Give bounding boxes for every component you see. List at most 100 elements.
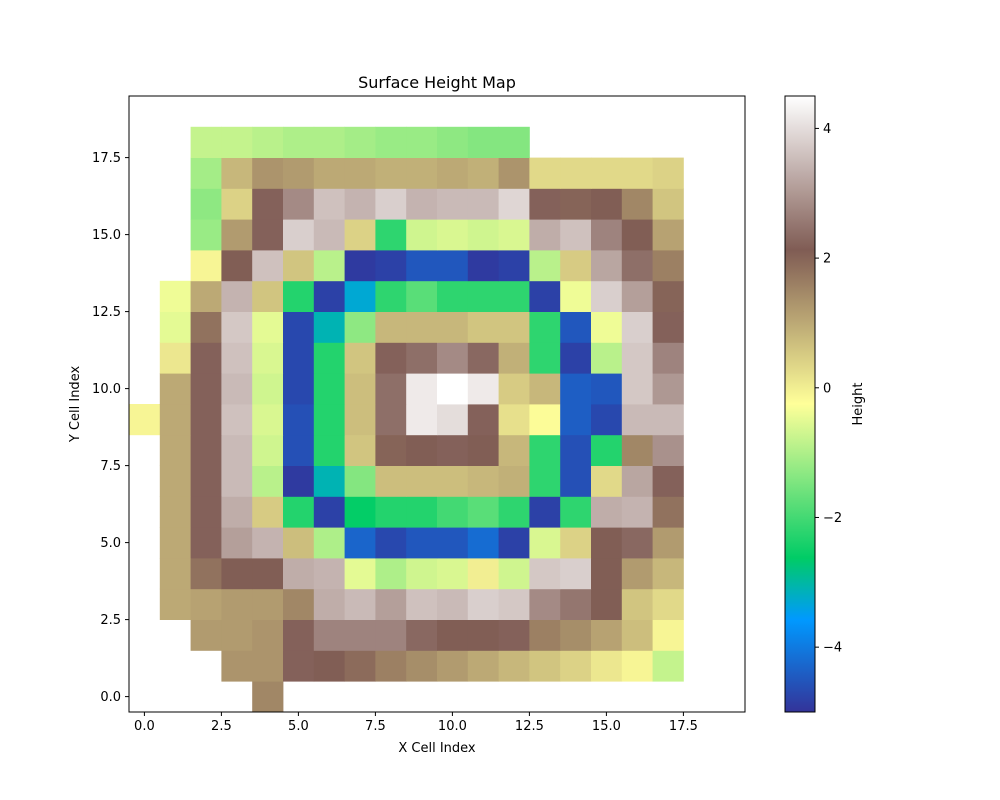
heatmap-cell	[467, 650, 499, 682]
heatmap-cell	[560, 373, 592, 405]
heatmap-cell	[252, 465, 284, 497]
heatmap-cell	[252, 250, 284, 282]
heatmap-cell	[375, 250, 407, 282]
heatmap-cell	[344, 527, 376, 559]
heatmap-cell	[498, 588, 530, 620]
heatmap-cell	[283, 219, 315, 251]
heatmap-cell	[190, 219, 222, 251]
heatmap-cell	[375, 280, 407, 312]
heatmap-cell	[621, 588, 653, 620]
heatmap-cell	[621, 496, 653, 528]
y-tick-label: 12.5	[92, 305, 121, 320]
colorbar-tick-label: 4	[823, 122, 831, 137]
x-tick-label: 10.0	[438, 719, 467, 734]
heatmap-cell	[467, 342, 499, 374]
heatmap-cell	[221, 650, 253, 682]
heatmap-cell	[406, 619, 438, 651]
heatmap-cell	[375, 465, 407, 497]
heatmap-cell	[652, 404, 684, 436]
heatmap-cell	[560, 311, 592, 343]
heatmap-cell	[560, 434, 592, 466]
heatmap-cell	[560, 250, 592, 282]
heatmap-cell	[437, 558, 469, 590]
x-tick-label: 7.5	[365, 719, 386, 734]
heatmap-cell	[621, 373, 653, 405]
colorbar-label: Height	[851, 383, 866, 426]
heatmap-cell	[313, 373, 345, 405]
colorbar-tick-label: −2	[823, 511, 842, 526]
heatmap-cell	[591, 250, 623, 282]
y-axis-label: Y Cell Index	[68, 366, 83, 444]
heatmap-cell	[283, 157, 315, 189]
heatmap-cell	[529, 219, 561, 251]
heatmap-cell	[467, 157, 499, 189]
heatmap-cell	[652, 219, 684, 251]
heatmap-cell	[621, 280, 653, 312]
heatmap-cell	[437, 465, 469, 497]
heatmap-cell	[313, 465, 345, 497]
heatmap-cell	[159, 280, 191, 312]
heatmap-cell	[344, 465, 376, 497]
heatmap-cell	[406, 650, 438, 682]
heatmap-cell	[375, 496, 407, 528]
heatmap-cell	[529, 588, 561, 620]
heatmap-cell	[591, 342, 623, 374]
heatmap-cell	[529, 527, 561, 559]
heatmap-cell	[344, 404, 376, 436]
heatmap-cell	[375, 558, 407, 590]
heatmap-cell	[437, 650, 469, 682]
heatmap-cell	[313, 157, 345, 189]
heatmap-cell	[313, 342, 345, 374]
heatmap-cell	[621, 188, 653, 220]
heatmap-cell	[621, 219, 653, 251]
heatmap-cell	[437, 157, 469, 189]
heatmap-cell	[498, 496, 530, 528]
heatmap-cell	[344, 650, 376, 682]
heatmap-cell	[283, 527, 315, 559]
x-tick-label: 2.5	[211, 719, 232, 734]
heatmap-cell	[252, 650, 284, 682]
heatmap-cell	[529, 188, 561, 220]
heatmap-cell	[467, 465, 499, 497]
heatmap-cell	[498, 465, 530, 497]
heatmap-cell	[221, 311, 253, 343]
heatmap-cell	[621, 342, 653, 374]
heatmap-cell	[652, 311, 684, 343]
heatmap-cell	[652, 280, 684, 312]
heatmap-cell	[621, 311, 653, 343]
heatmap-cell	[591, 527, 623, 559]
heatmap-cell	[375, 157, 407, 189]
heatmap-cell	[313, 434, 345, 466]
heatmap-cell	[406, 188, 438, 220]
heatmap-cell	[437, 619, 469, 651]
x-tick-label: 0.0	[134, 719, 155, 734]
heatmap-cell	[437, 219, 469, 251]
heatmap-cell	[560, 558, 592, 590]
heatmap-cell	[498, 280, 530, 312]
heatmap-cell	[375, 434, 407, 466]
heatmap-cell	[252, 527, 284, 559]
heatmap-cell	[467, 527, 499, 559]
heatmap-cell	[190, 588, 222, 620]
heatmap-cell	[437, 342, 469, 374]
heatmap-cell	[591, 219, 623, 251]
heatmap-cell	[652, 496, 684, 528]
heatmap-cell	[129, 404, 161, 436]
heatmap-cell	[591, 188, 623, 220]
heatmap-cell	[313, 496, 345, 528]
heatmap-cell	[591, 157, 623, 189]
heatmap-cell	[344, 496, 376, 528]
heatmap-cell	[344, 311, 376, 343]
heatmap-cell	[406, 342, 438, 374]
heatmap-cell	[190, 342, 222, 374]
heatmap-cell	[375, 588, 407, 620]
heatmap-cell	[221, 527, 253, 559]
heatmap-cell	[560, 157, 592, 189]
heatmap-cell	[313, 280, 345, 312]
heatmap-cell	[652, 373, 684, 405]
heatmap-cell	[498, 527, 530, 559]
heatmap-cell	[221, 250, 253, 282]
heatmap-cell	[313, 527, 345, 559]
heatmap-cell	[437, 280, 469, 312]
heatmap-cell	[621, 250, 653, 282]
